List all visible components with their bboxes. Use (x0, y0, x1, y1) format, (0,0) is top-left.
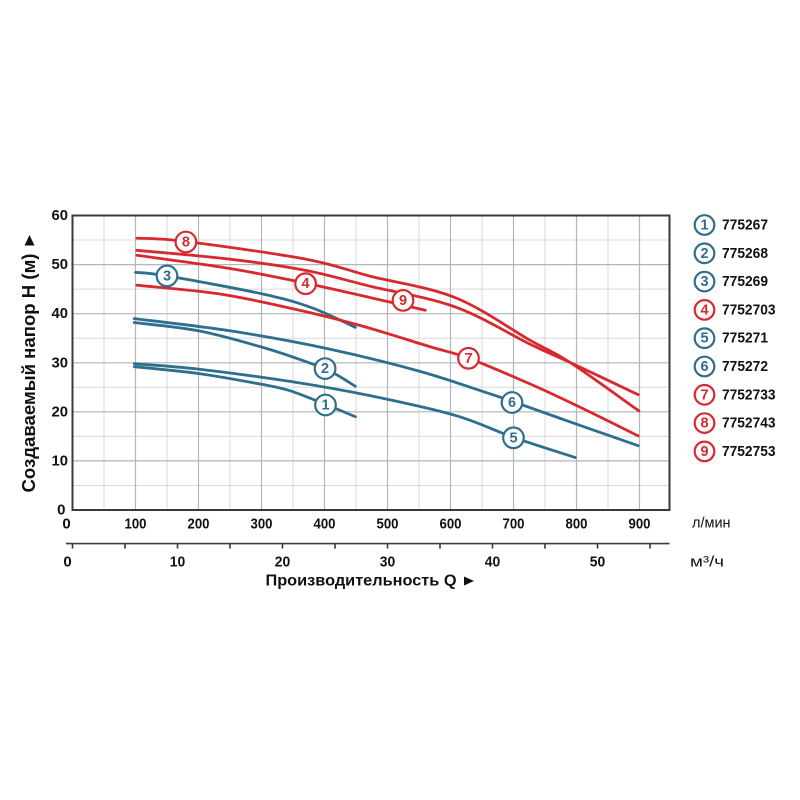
svg-text:300: 300 (251, 516, 273, 533)
svg-text:8: 8 (182, 235, 190, 251)
svg-text:20: 20 (275, 554, 291, 571)
svg-text:3: 3 (700, 274, 708, 290)
svg-text:500: 500 (377, 516, 399, 533)
svg-text:775268: 775268 (722, 246, 768, 262)
svg-text:2: 2 (321, 361, 329, 377)
svg-text:100: 100 (125, 516, 147, 533)
svg-text:4: 4 (302, 276, 310, 292)
svg-text:1: 1 (700, 218, 708, 234)
svg-text:Создаваемый напор H (м): Создаваемый напор H (м) (19, 254, 39, 493)
svg-text:м³/ч: м³/ч (690, 554, 724, 571)
svg-text:700: 700 (503, 516, 525, 533)
svg-text:7752753: 7752753 (722, 444, 776, 460)
svg-text:6: 6 (508, 395, 516, 411)
svg-text:5: 5 (509, 430, 517, 446)
svg-text:775267: 775267 (722, 218, 768, 234)
svg-text:30: 30 (380, 554, 396, 571)
svg-text:9: 9 (700, 444, 708, 460)
svg-text:30: 30 (52, 354, 69, 371)
svg-text:10: 10 (52, 452, 69, 469)
svg-text:9: 9 (399, 293, 407, 309)
svg-text:1: 1 (321, 398, 329, 414)
svg-text:Производительность Q: Производительность Q (266, 573, 457, 590)
svg-text:400: 400 (314, 516, 336, 533)
svg-text:2: 2 (700, 246, 708, 262)
svg-text:20: 20 (52, 403, 69, 420)
svg-text:8: 8 (700, 416, 708, 432)
svg-text:6: 6 (700, 359, 708, 375)
svg-text:7752733: 7752733 (722, 387, 776, 403)
svg-text:900: 900 (629, 516, 651, 533)
svg-text:775269: 775269 (722, 274, 768, 290)
svg-text:7: 7 (464, 351, 472, 367)
svg-text:40: 40 (52, 305, 69, 322)
svg-text:50: 50 (52, 256, 69, 273)
svg-text:600: 600 (440, 516, 462, 533)
svg-text:4: 4 (700, 302, 708, 318)
svg-text:0: 0 (57, 502, 65, 519)
svg-text:10: 10 (170, 554, 186, 571)
svg-text:7: 7 (700, 387, 708, 403)
svg-text:5: 5 (700, 331, 708, 347)
svg-text:40: 40 (485, 554, 501, 571)
svg-text:0: 0 (62, 516, 70, 533)
svg-text:л/мин: л/мин (692, 516, 731, 532)
svg-text:800: 800 (566, 516, 588, 533)
svg-text:775271: 775271 (722, 331, 768, 347)
svg-text:3: 3 (163, 268, 171, 284)
svg-text:7752743: 7752743 (722, 416, 776, 432)
svg-text:7752703: 7752703 (722, 302, 776, 318)
svg-text:775272: 775272 (722, 359, 768, 375)
svg-text:60: 60 (52, 207, 69, 224)
svg-text:0: 0 (63, 554, 71, 571)
svg-text:200: 200 (188, 516, 210, 533)
svg-text:50: 50 (590, 554, 606, 571)
